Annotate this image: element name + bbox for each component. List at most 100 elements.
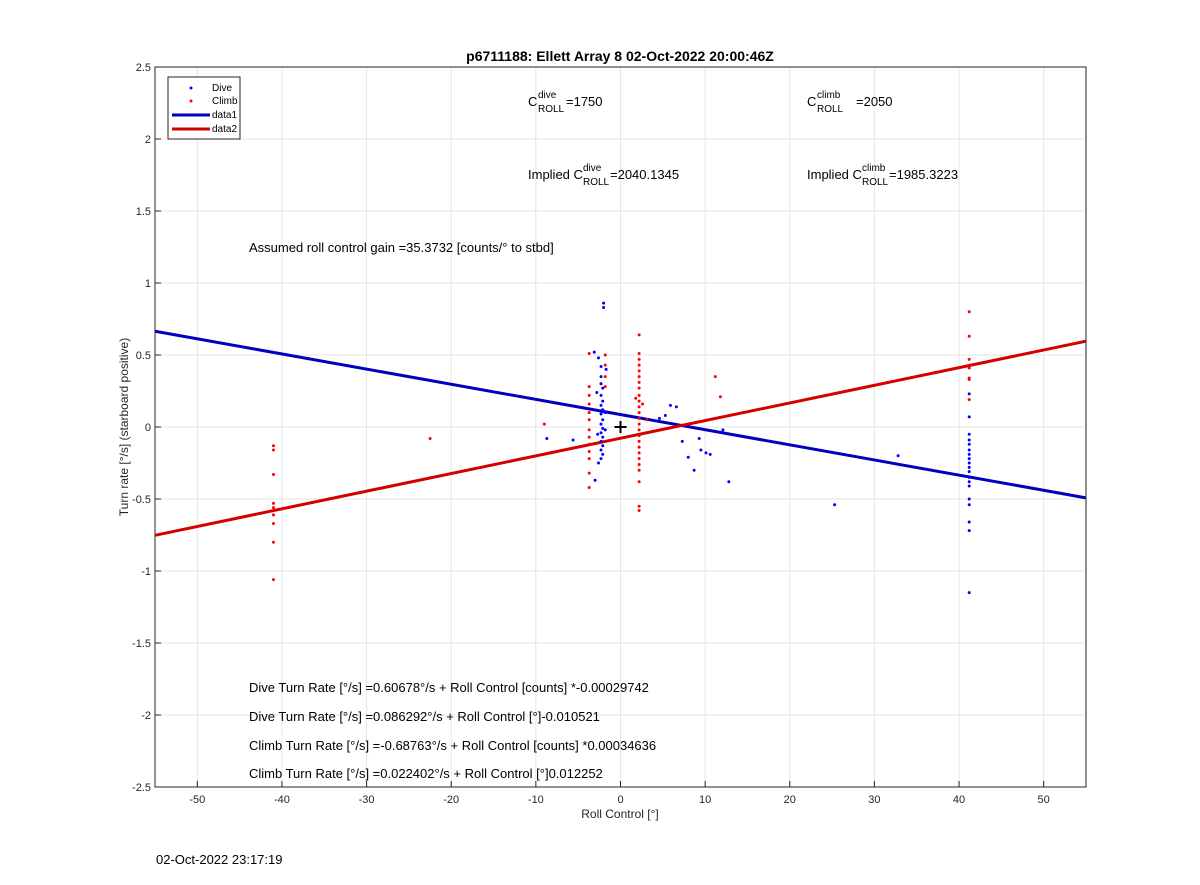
dive-point: [708, 452, 712, 456]
climb-point: [271, 506, 275, 510]
climb-point: [603, 375, 607, 379]
dive-point: [704, 451, 708, 455]
x-tick-label: 10: [699, 794, 711, 806]
climb-point: [637, 363, 641, 367]
climb-point: [967, 398, 971, 402]
scatter-points: [271, 301, 971, 595]
climb-point: [637, 451, 641, 455]
dive-point: [657, 416, 661, 420]
y-tick-label: -2: [141, 710, 151, 722]
dive-point: [697, 437, 701, 441]
dive-point: [668, 403, 672, 407]
dive-point: [601, 408, 605, 412]
dive-point: [601, 399, 605, 403]
dive-point: [967, 448, 971, 452]
dive-point: [601, 418, 605, 422]
climb-point: [271, 501, 275, 505]
climb-point: [637, 352, 641, 356]
climb-point: [637, 422, 641, 426]
implied-climb-prefix: Implied C: [807, 167, 862, 182]
dive-point: [967, 529, 971, 533]
climb-point: [637, 439, 641, 443]
legend-dive-label: Dive: [212, 83, 232, 94]
dive-point: [833, 503, 837, 507]
climb-point: [637, 369, 641, 373]
origin-marker: [614, 421, 627, 433]
climb-point: [637, 504, 641, 508]
c-dive-sub: ROLL: [538, 104, 565, 115]
climb-point: [637, 462, 641, 466]
y-tick-label: 1: [145, 278, 151, 290]
climb-point: [637, 416, 641, 420]
dive-point: [604, 367, 608, 371]
climb-point: [587, 457, 591, 461]
x-tick-label: 40: [953, 794, 965, 806]
dive-point: [599, 365, 603, 369]
dive-point: [967, 415, 971, 419]
dive-point: [967, 520, 971, 524]
climb-point: [967, 310, 971, 314]
y-tick-label: -1: [141, 566, 151, 578]
climb-point: [587, 385, 591, 389]
y-tick-label: 2: [145, 134, 151, 146]
dive-point: [596, 461, 600, 465]
climb-point: [637, 445, 641, 449]
dive-point: [599, 457, 603, 461]
dive-point: [602, 301, 606, 305]
implied-dive-sup: dive: [583, 163, 602, 174]
dive-point: [595, 390, 599, 394]
x-tick-label: -40: [274, 794, 290, 806]
c-climb-base: C: [807, 94, 816, 109]
x-tick-label: -10: [528, 794, 544, 806]
climb-point: [271, 473, 275, 477]
climb-point: [603, 353, 607, 357]
y-axis-label: Turn rate [°/s] (starboard positive): [117, 338, 131, 516]
chart-title: p6711188: Ellett Array 8 02-Oct-2022 20:…: [466, 48, 774, 64]
c-dive-base: C: [528, 94, 537, 109]
climb-point: [637, 509, 641, 513]
climb-point: [542, 422, 546, 426]
dive-point: [967, 480, 971, 484]
dive-point: [599, 439, 603, 443]
climb-point: [587, 449, 591, 453]
climb-point: [967, 366, 971, 370]
climb-point: [967, 357, 971, 361]
dive-point: [592, 350, 596, 354]
dive-point: [603, 411, 607, 415]
fit-line-data1: [154, 329, 1087, 500]
climb-point: [603, 385, 607, 389]
dive-point: [596, 432, 600, 436]
climb-point: [271, 521, 275, 525]
dive-point: [603, 428, 607, 432]
climb-point: [428, 437, 432, 441]
climb-point: [637, 411, 641, 415]
implied-c-roll-climb-annotation: Implied C climb ROLL =1985.3223: [807, 163, 958, 188]
dive-point: [699, 448, 703, 452]
y-tick-label: -0.5: [132, 494, 151, 506]
climb-point: [637, 428, 641, 432]
c-dive-value: =1750: [566, 94, 603, 109]
climb-point: [637, 333, 641, 337]
dive-point: [967, 442, 971, 446]
dive-point: [599, 382, 603, 386]
implied-dive-value: =2040.1345: [610, 167, 679, 182]
dive-point: [721, 428, 725, 432]
climb-point: [587, 442, 591, 446]
climb-point: [637, 480, 641, 484]
legend-climb-label: Climb: [212, 96, 238, 107]
climb-equation-counts: Climb Turn Rate [°/s] =-0.68763°/s + Rol…: [249, 738, 656, 753]
dive-point: [967, 484, 971, 488]
dive-point: [896, 454, 900, 458]
c-dive-sup: dive: [538, 90, 557, 101]
implied-climb-sup: climb: [862, 163, 886, 174]
legend: Dive Climb data1 data2: [167, 76, 241, 140]
x-tick-label: 30: [868, 794, 880, 806]
climb-point: [637, 434, 641, 438]
implied-dive-sub: ROLL: [583, 177, 610, 188]
dive-point: [686, 455, 690, 459]
dive-point: [967, 457, 971, 461]
c-roll-dive-annotation: C dive ROLL =1750: [528, 90, 603, 115]
axis-ticks: -50 -40 -30 -20 -10 0 10 20 30 40 50-2.5-2-1.5-1-0…: [132, 62, 1050, 806]
dive-point: [601, 426, 605, 430]
